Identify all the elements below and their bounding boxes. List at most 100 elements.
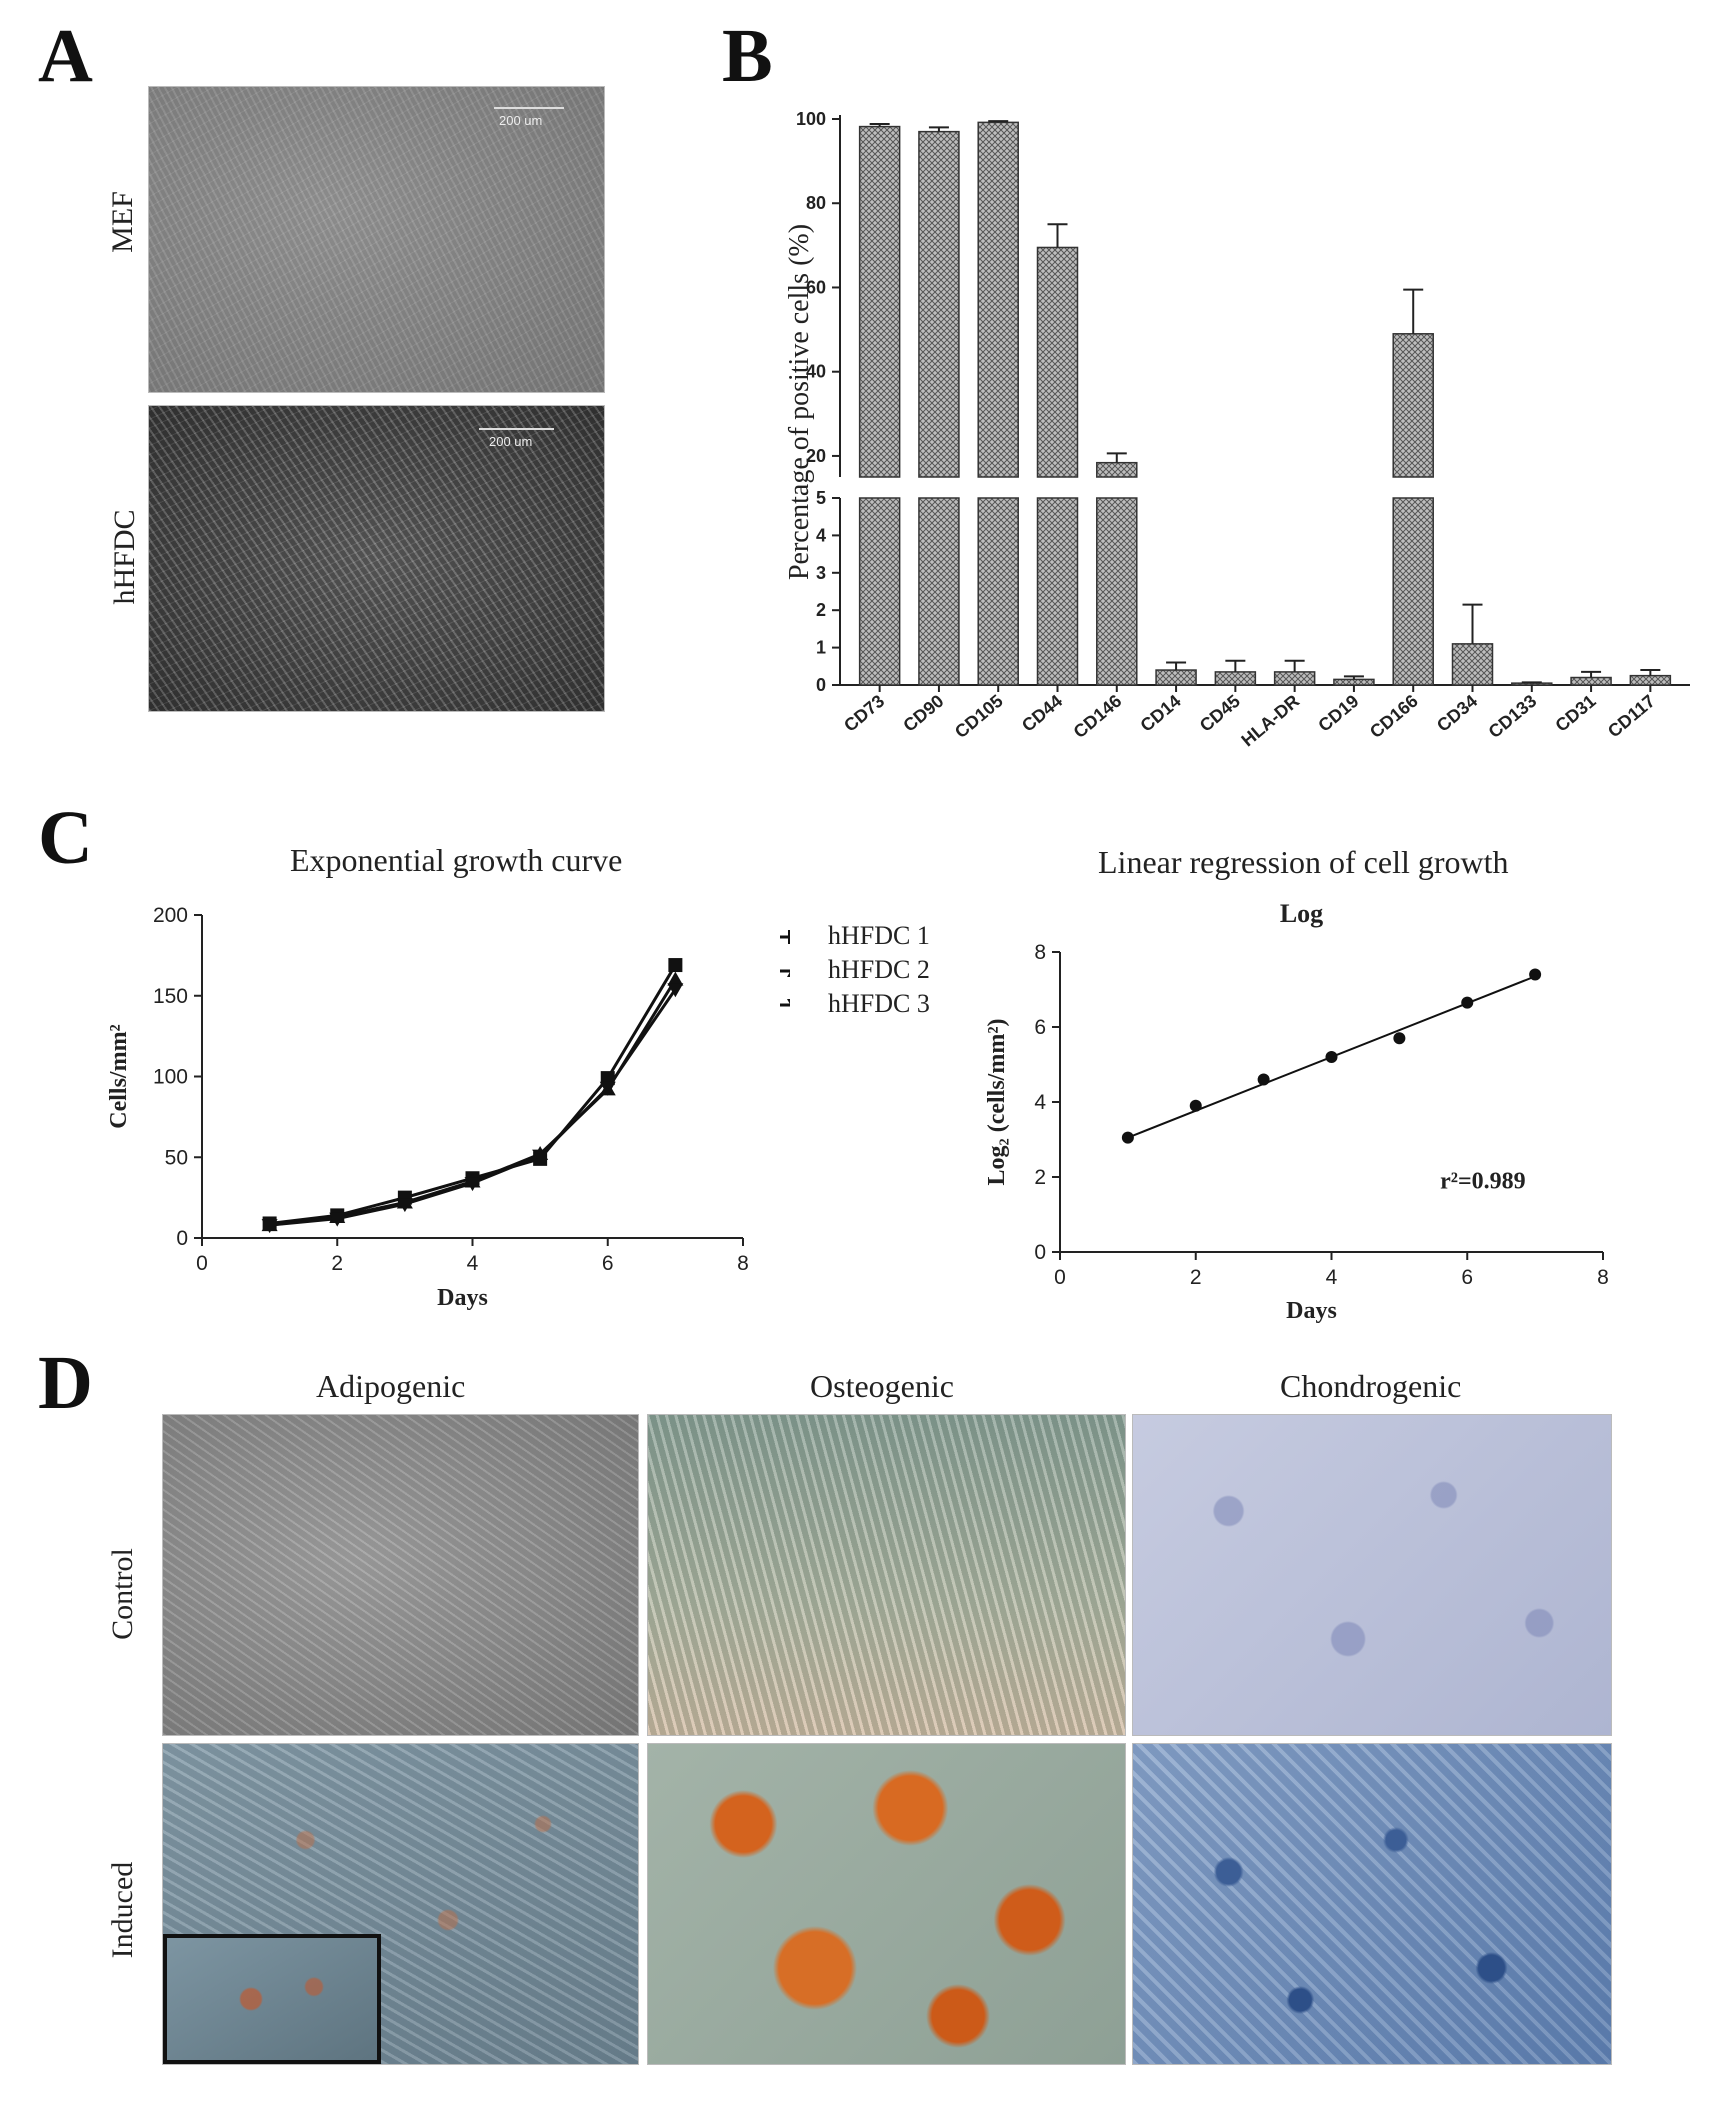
y-tick-label: 2 xyxy=(1034,1166,1046,1189)
adipogenic-induced-image xyxy=(162,1743,639,2065)
induced-row-label: Induced xyxy=(106,1861,139,1959)
mef-micrograph: 200 um xyxy=(148,86,605,393)
bar-CD146 xyxy=(1096,461,1138,478)
chondrogenic-induced-image xyxy=(1132,1743,1612,2065)
series-3-point xyxy=(329,1212,346,1227)
x-tick-label: 8 xyxy=(737,1252,749,1275)
y-tick-label: 80 xyxy=(806,193,826,213)
bar-CD31 xyxy=(1570,676,1612,686)
bar-CD73 xyxy=(858,125,901,478)
growth-curve-title: Exponential growth curve xyxy=(290,842,623,878)
data-point xyxy=(1461,996,1474,1009)
x-tick-label-CD19: CD19 xyxy=(1314,691,1362,736)
bar-lower-CD105 xyxy=(977,497,1019,686)
panel-c-letter: C xyxy=(38,796,93,880)
legend-marker-1 xyxy=(788,930,790,944)
y-axis-label: Log₂ (cells/mm²) xyxy=(984,1018,1010,1185)
series-3-point xyxy=(396,1198,413,1213)
x-tick-label-CD31: CD31 xyxy=(1552,691,1600,736)
y-tick-label: 0 xyxy=(816,675,826,695)
legend-label-3: hHFDC 3 xyxy=(828,989,930,1018)
adipogenic-inset-image xyxy=(163,1934,381,2064)
y-axis-label: Percentage of positive cells (%) xyxy=(784,224,815,580)
y-tick-label: 3 xyxy=(816,563,826,583)
y-tick-label: 60 xyxy=(806,277,826,297)
x-tick-label-CD133: CD133 xyxy=(1485,691,1541,742)
osteogenic-control-image xyxy=(647,1414,1126,1736)
y-tick-label: 100 xyxy=(796,109,826,129)
mef-scale-label: 200 um xyxy=(499,113,543,128)
legend-marker-3 xyxy=(787,999,790,1005)
series-2-point xyxy=(667,971,684,986)
adipogenic-control-image xyxy=(162,1414,639,1736)
panel-a-letter: A xyxy=(38,14,93,98)
growth-curve-chart: 0 50 100 150 200 0 2 4 6 8 Days Cells/mm² xyxy=(106,904,790,1311)
x-axis-label: Days xyxy=(1286,1298,1337,1324)
data-point xyxy=(1257,1073,1270,1086)
osteogenic-induced-image xyxy=(647,1743,1126,2065)
bar-CD44 xyxy=(1036,246,1079,478)
chondrogenic-control-image xyxy=(1132,1414,1612,1736)
hhfdc-scale-label: 200 um xyxy=(489,434,533,449)
bar-CD14 xyxy=(1155,669,1197,686)
legend-marker-2 xyxy=(787,971,790,977)
y-tick-label: 4 xyxy=(816,525,826,545)
y-tick-label: 5 xyxy=(816,488,826,508)
bar-CD34 xyxy=(1451,643,1494,686)
x-tick-label-HLA-DR: HLA-DR xyxy=(1238,691,1304,751)
hhfdc-scale-bar xyxy=(479,428,554,430)
osteogenic-column-label: Osteogenic xyxy=(810,1368,954,1404)
y-tick-label: 8 xyxy=(1034,941,1046,964)
x-tick-label: 4 xyxy=(467,1252,479,1275)
x-tick-label-CD90: CD90 xyxy=(899,691,947,736)
y-tick-label: 200 xyxy=(153,904,188,927)
mef-scale-bar xyxy=(494,107,564,109)
bar-lower-CD166 xyxy=(1392,497,1434,686)
y-tick-label: 1 xyxy=(816,638,826,658)
x-tick-label: 6 xyxy=(602,1252,614,1275)
x-tick-label-CD34: CD34 xyxy=(1433,691,1481,736)
y-tick-label: 2 xyxy=(816,600,826,620)
y-tick-label: 4 xyxy=(1034,1091,1046,1114)
regression-chart: Log 0 2 4 6 8 0 2 4 6 8 Days Log₂ (cells/mm²) r²=0.98… xyxy=(984,899,1609,1324)
hhfdc-micrograph: 200 um xyxy=(148,405,605,712)
x-axis-label: Days xyxy=(437,1285,488,1311)
x-tick-label: 2 xyxy=(1190,1266,1202,1289)
panel-d-letter: D xyxy=(38,1341,93,1425)
y-tick-label: 50 xyxy=(165,1146,188,1169)
y-tick-label: 20 xyxy=(806,446,826,466)
bar-CD133 xyxy=(1511,682,1553,686)
data-point xyxy=(1325,1051,1338,1063)
y-tick-label: 6 xyxy=(1034,1016,1046,1039)
regression-title: Linear regression of cell growth xyxy=(1098,844,1509,880)
x-tick-label: 6 xyxy=(1461,1266,1473,1289)
bar-CD19 xyxy=(1333,678,1375,686)
y-axis-label: Cells/mm² xyxy=(106,1024,132,1129)
x-tick-label: 8 xyxy=(1597,1266,1609,1289)
series-3-point xyxy=(599,1081,616,1096)
control-row-label: Control xyxy=(106,1548,139,1640)
r-squared-annotation: r²=0.989 xyxy=(1440,1168,1526,1194)
x-tick-label: 4 xyxy=(1326,1266,1338,1289)
bar-lower-CD73 xyxy=(858,497,901,686)
bar-lower-CD44 xyxy=(1036,497,1079,686)
data-point xyxy=(1529,968,1542,981)
x-tick-label: 0 xyxy=(1054,1266,1066,1289)
series-3-point xyxy=(532,1149,549,1164)
x-tick-label-CD73: CD73 xyxy=(840,691,888,736)
x-tick-label-CD105: CD105 xyxy=(951,691,1007,742)
y-tick-label: 150 xyxy=(153,985,188,1008)
x-tick-label-CD166: CD166 xyxy=(1366,691,1422,742)
series-1-point xyxy=(668,958,683,973)
x-tick-label-CD44: CD44 xyxy=(1018,691,1066,736)
y-tick-label: 100 xyxy=(153,1066,188,1089)
chart-subtitle: Log xyxy=(1280,899,1323,928)
y-tick-label: 40 xyxy=(806,362,826,382)
x-tick-label: 2 xyxy=(331,1252,343,1275)
legend-label-2: hHFDC 2 xyxy=(828,955,930,984)
growth-legend: hHFDC 1 hHFDC 2 hHFDC 3 xyxy=(828,921,930,1018)
mef-row-label: MEF xyxy=(106,191,139,253)
series-3-point xyxy=(261,1219,278,1234)
x-tick-label: 0 xyxy=(196,1252,208,1275)
